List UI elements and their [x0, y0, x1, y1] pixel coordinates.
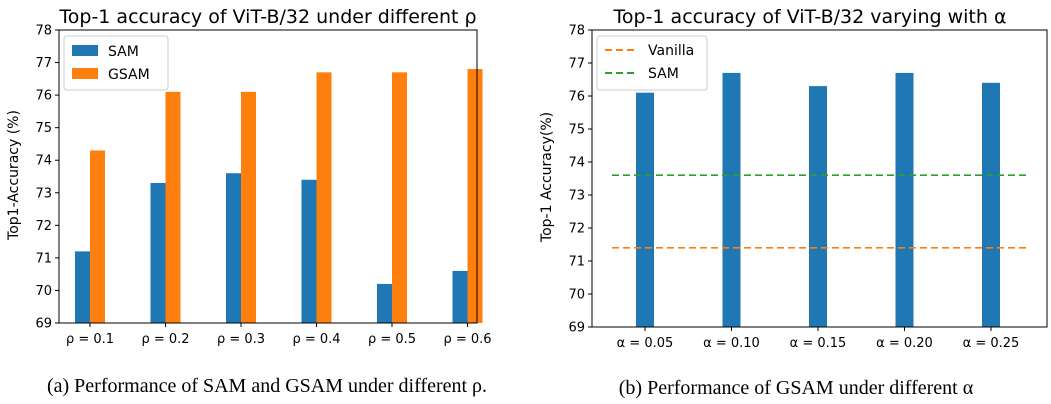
- chart-b-y-tick-label: 74: [568, 156, 585, 171]
- chart-b-x-tick-label: α = 0.20: [876, 336, 933, 351]
- chart-a-legend-swatch-sam: [72, 45, 98, 56]
- chart-a-ylabel: Top1-Accuracy (%): [6, 110, 22, 241]
- chart-b-x-tick-label: α = 0.15: [790, 336, 847, 351]
- chart-a-bar-gsam: [90, 150, 105, 323]
- chart-b-x-tick-label: α = 0.10: [703, 336, 760, 351]
- chart-b-y-tick-label: 70: [568, 288, 585, 303]
- chart-b-bar: [636, 92, 654, 327]
- chart-a-title: Top-1 accuracy of ViT-B/32 under differe…: [58, 6, 476, 28]
- chart-b-x-tick-label: α = 0.25: [963, 336, 1020, 351]
- chart-b-bars: [636, 72, 1000, 328]
- chart-a-y-tick-label: 74: [35, 154, 52, 169]
- chart-a-bar-gsam: [316, 72, 332, 323]
- chart-b-y-tick-label: 73: [568, 189, 585, 204]
- chart-a-y-tick-label: 69: [35, 317, 52, 332]
- chart-a-bar-gsam: [392, 72, 407, 323]
- chart-b-reference-lines: [612, 174, 1027, 249]
- chart-b-y-tick-label: 69: [568, 321, 585, 336]
- chart-b-bar: [809, 86, 827, 327]
- chart-a-bar-sam: [226, 173, 241, 323]
- chart-b-ylabel: Top-1 Accuracy(%): [539, 112, 555, 243]
- chart-b-y-tick-label: 77: [568, 57, 585, 72]
- chart-b-bar: [895, 72, 914, 328]
- chart-a-x-tick-label: ρ = 0.3: [217, 332, 265, 347]
- chart-a-legend-swatch-gsam: [72, 68, 98, 79]
- chart-a-x-tick-label: ρ = 0.2: [141, 332, 189, 347]
- chart-a-bar-sam: [75, 251, 90, 323]
- chart-b-legend-label-sam: SAM: [648, 66, 679, 82]
- chart-a-bar-gsam: [467, 69, 483, 323]
- chart-a-bar-sam: [377, 283, 392, 323]
- chart-b-x-tick-label: α = 0.05: [617, 336, 674, 351]
- chart-b-plot-frame: [591, 29, 1048, 328]
- chart-b-y-ticks: 69 70 71 72 73 74 75 76 77 78: [568, 24, 592, 336]
- chart-b-y-tick-label: 78: [568, 24, 585, 39]
- chart-a-y-tick-label: 78: [35, 24, 52, 39]
- chart-b-title: Top-1 accuracy of ViT-B/32 varying with …: [613, 6, 1007, 28]
- chart-a-bar-sam: [452, 270, 468, 323]
- chart-b-legend-box: [596, 35, 708, 91]
- chart-a-caption: (a) Performance of SAM and GSAM under di…: [47, 375, 487, 397]
- chart-a-plot-frame: [58, 29, 478, 324]
- chart-a-legend-label-gsam: GSAM: [108, 67, 150, 83]
- chart-b-y-tick-label: 72: [568, 222, 585, 237]
- chart-b-bar: [982, 82, 1000, 327]
- chart-a-x-tick-label: ρ = 0.5: [368, 332, 416, 347]
- chart-b-legend: Vanilla SAM: [596, 35, 708, 91]
- chart-b-legend-label-vanilla: Vanilla: [648, 43, 694, 59]
- chart-b-bar: [722, 72, 741, 328]
- chart-a-y-tick-label: 76: [35, 89, 52, 104]
- chart-b-x-ticks: α = 0.05 α = 0.10 α = 0.15 α = 0.20 α = 0.25: [617, 327, 1020, 351]
- chart-a-legend-label-sam: SAM: [108, 44, 139, 60]
- chart-a-y-tick-label: 77: [35, 56, 52, 71]
- chart-b-caption: (b) Performance of GSAM under different …: [619, 377, 974, 399]
- chart-b-y-tick-label: 76: [568, 90, 585, 105]
- chart-a-x-ticks: ρ = 0.1 ρ = 0.2 ρ = 0.3 ρ = 0.4 ρ = 0.5 ρ = 0…: [66, 323, 492, 347]
- chart-a-y-tick-label: 73: [35, 186, 52, 201]
- chart-a-x-tick-label: ρ = 0.1: [66, 332, 114, 347]
- chart-a-bars: [75, 69, 483, 323]
- chart-a-bar-gsam: [165, 91, 181, 323]
- chart-a-bar-gsam: [241, 91, 256, 323]
- chart-b-y-tick-label: 75: [568, 123, 585, 138]
- chart-a-x-tick-label: ρ = 0.4: [292, 332, 340, 347]
- chart-a-bar-sam: [301, 179, 317, 323]
- chart-a-y-tick-label: 75: [35, 121, 52, 136]
- chart-a-y-ticks: 69 70 71 72 73 74 75 76 77 78: [35, 24, 59, 332]
- chart-a-y-tick-label: 71: [35, 251, 52, 266]
- chart-a-y-tick-label: 70: [35, 284, 52, 299]
- chart-a: Top-1 accuracy of ViT-B/32 under differe…: [6, 6, 492, 397]
- chart-a-legend: SAM GSAM: [63, 35, 169, 91]
- chart-a-x-tick-label: ρ = 0.6: [443, 332, 491, 347]
- chart-a-y-tick-label: 72: [35, 219, 52, 234]
- chart-b: Top-1 accuracy of ViT-B/32 varying with …: [539, 6, 1048, 399]
- chart-a-bar-sam: [150, 183, 166, 323]
- chart-b-y-tick-label: 71: [568, 255, 585, 270]
